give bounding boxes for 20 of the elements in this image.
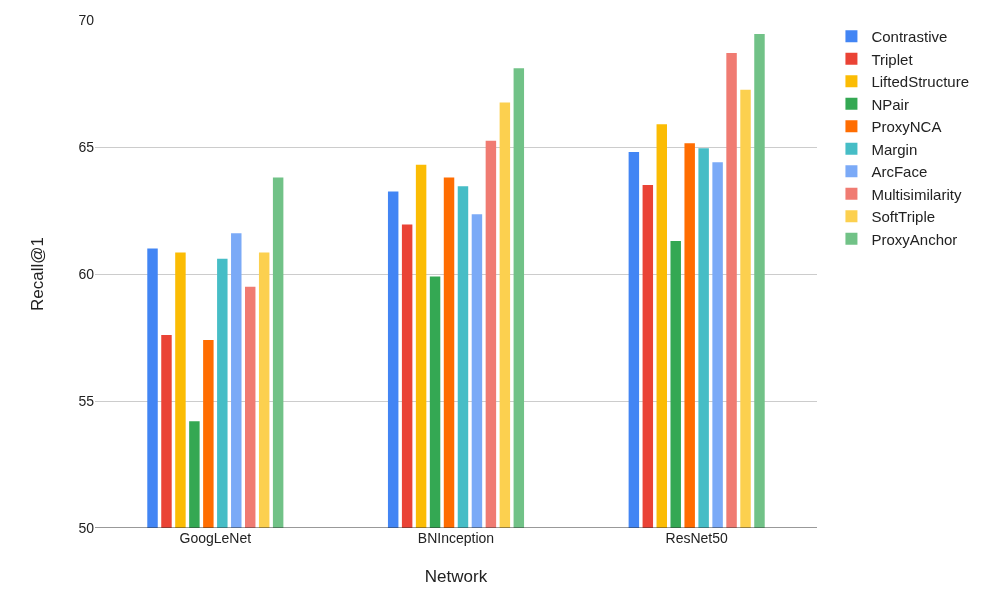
- x-axis-title: Network: [424, 567, 488, 587]
- legend-label: ArcFace: [871, 163, 928, 181]
- legend-label: Triplet: [871, 50, 914, 68]
- y-axis-title: Recall@1: [27, 237, 47, 311]
- y-tick-label: 50: [78, 519, 95, 536]
- legend-label: SoftTriple: [871, 208, 936, 226]
- y-tick-label: 55: [78, 392, 95, 409]
- legend-label: NPair: [871, 95, 909, 113]
- y-tick-label: 60: [78, 265, 95, 282]
- y-tick-label: 70: [78, 11, 95, 28]
- x-tick-label: ResNet50: [665, 530, 729, 546]
- legend-label: Contrastive: [871, 28, 948, 46]
- legend-label: ProxyAnchor: [871, 230, 958, 248]
- legend-label: ProxyNCA: [871, 118, 942, 136]
- legend-label: Multisimilarity: [871, 185, 962, 203]
- legend-label: Margin: [871, 140, 918, 158]
- x-tick-label: BNInception: [417, 530, 495, 546]
- y-tick-label: 65: [78, 138, 95, 155]
- x-tick-label: GoogLeNet: [179, 530, 252, 546]
- legend-label: LiftedStructure: [871, 73, 969, 91]
